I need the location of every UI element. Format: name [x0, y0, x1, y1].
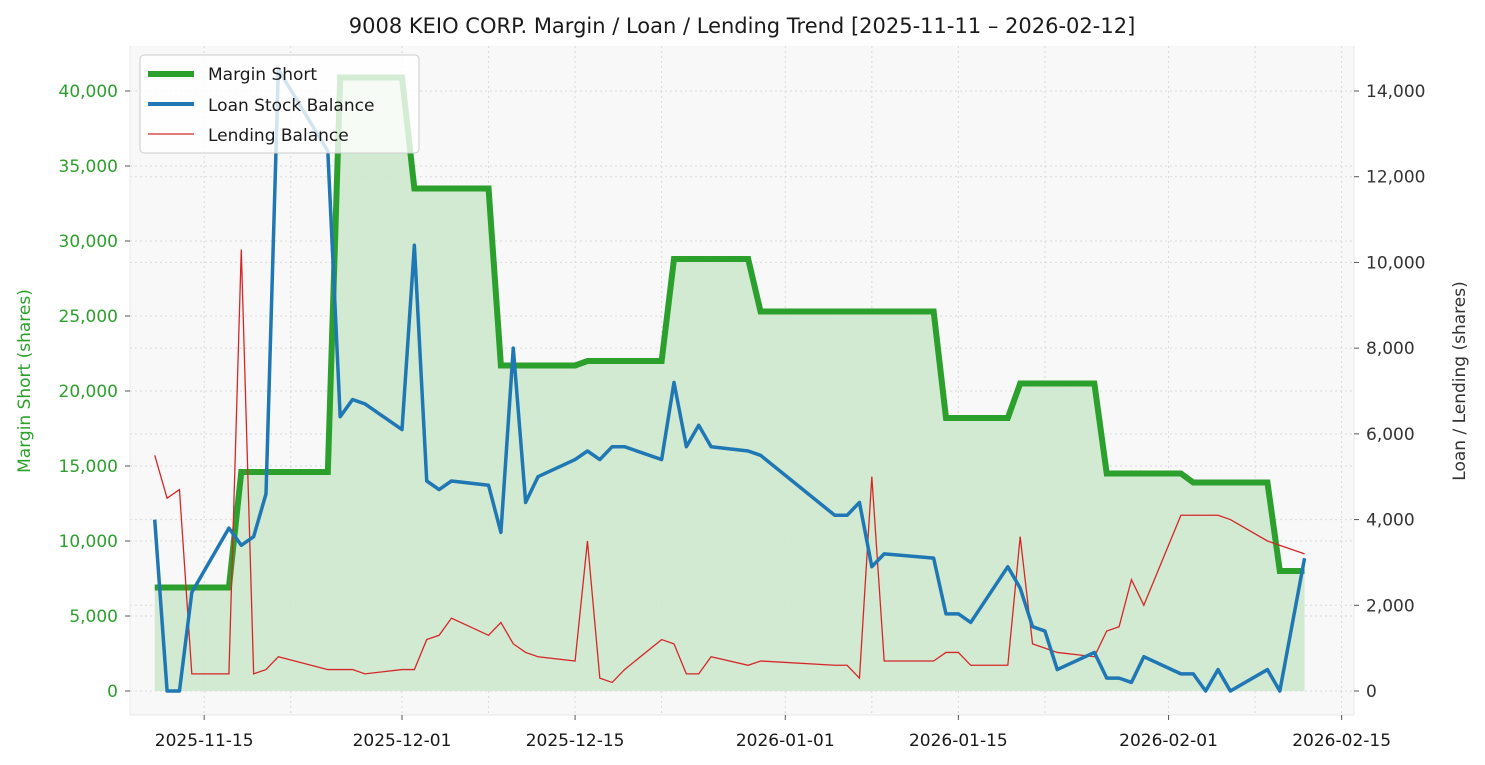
- legend: Margin Short Loan Stock Balance Lending …: [139, 54, 420, 154]
- y-tick-label-left: 40,000: [59, 82, 118, 102]
- tick-labels: 0 5,000 10,000 15,000 20,000 25,000 30,000 35,0…: [59, 82, 1426, 751]
- series-line-lending-balance: [154, 249, 1305, 684]
- chart-title: 9008 KEIO CORP. Margin / Loan / Lending …: [349, 14, 1136, 38]
- y-tick-label-right: 8,000: [1366, 339, 1415, 359]
- y-tick-label-right: 4,000: [1366, 511, 1415, 531]
- y-tick-label-right: 2,000: [1366, 596, 1415, 616]
- y-tick-label-left: 0: [107, 682, 118, 702]
- x-tick-label: 2025-12-15: [526, 731, 625, 751]
- y-tick-label-left: 10,000: [59, 532, 118, 552]
- axes: [125, 46, 1359, 720]
- series-line-margin-short: [154, 74, 1305, 591]
- y-tick-label-right: 6,000: [1366, 425, 1415, 445]
- x-tick-label: 2026-02-15: [1292, 731, 1391, 751]
- x-tick-label: 2026-01-01: [736, 731, 835, 751]
- y-axis-label-right: Loan / Lending (shares): [1450, 281, 1470, 480]
- series-line-loan-stock-balance: [152, 67, 1307, 693]
- y-tick-label-right: 0: [1366, 682, 1377, 702]
- x-tick-label: 2026-02-01: [1119, 731, 1218, 751]
- x-tick-label: 2025-11-15: [155, 731, 254, 751]
- series-layer: [152, 67, 1307, 693]
- legend-label-loan-stock-balance: Loan Stock Balance: [208, 96, 374, 116]
- x-tick-label: 2025-12-01: [353, 731, 452, 751]
- y-tick-label-left: 15,000: [59, 457, 118, 477]
- y-tick-label-right: 14,000: [1366, 82, 1425, 102]
- y-tick-label-left: 35,000: [59, 157, 118, 177]
- x-tick-label: 2026-01-15: [909, 731, 1008, 751]
- y-tick-label-left: 30,000: [59, 232, 118, 252]
- y-tick-label-right: 10,000: [1366, 253, 1425, 273]
- legend-box: [139, 54, 420, 154]
- margin-short-fill: [154, 77, 1305, 691]
- y-tick-label-left: 20,000: [59, 382, 118, 402]
- margin-short-area: [154, 77, 1305, 691]
- legend-label-lending-balance: Lending Balance: [208, 126, 349, 146]
- y-axis-label-left: Margin Short (shares): [15, 289, 35, 473]
- y-tick-label-right: 12,000: [1366, 168, 1425, 188]
- y-tick-label-left: 25,000: [59, 307, 118, 327]
- y-tick-label-left: 5,000: [69, 607, 118, 627]
- legend-label-margin-short: Margin Short: [208, 65, 317, 85]
